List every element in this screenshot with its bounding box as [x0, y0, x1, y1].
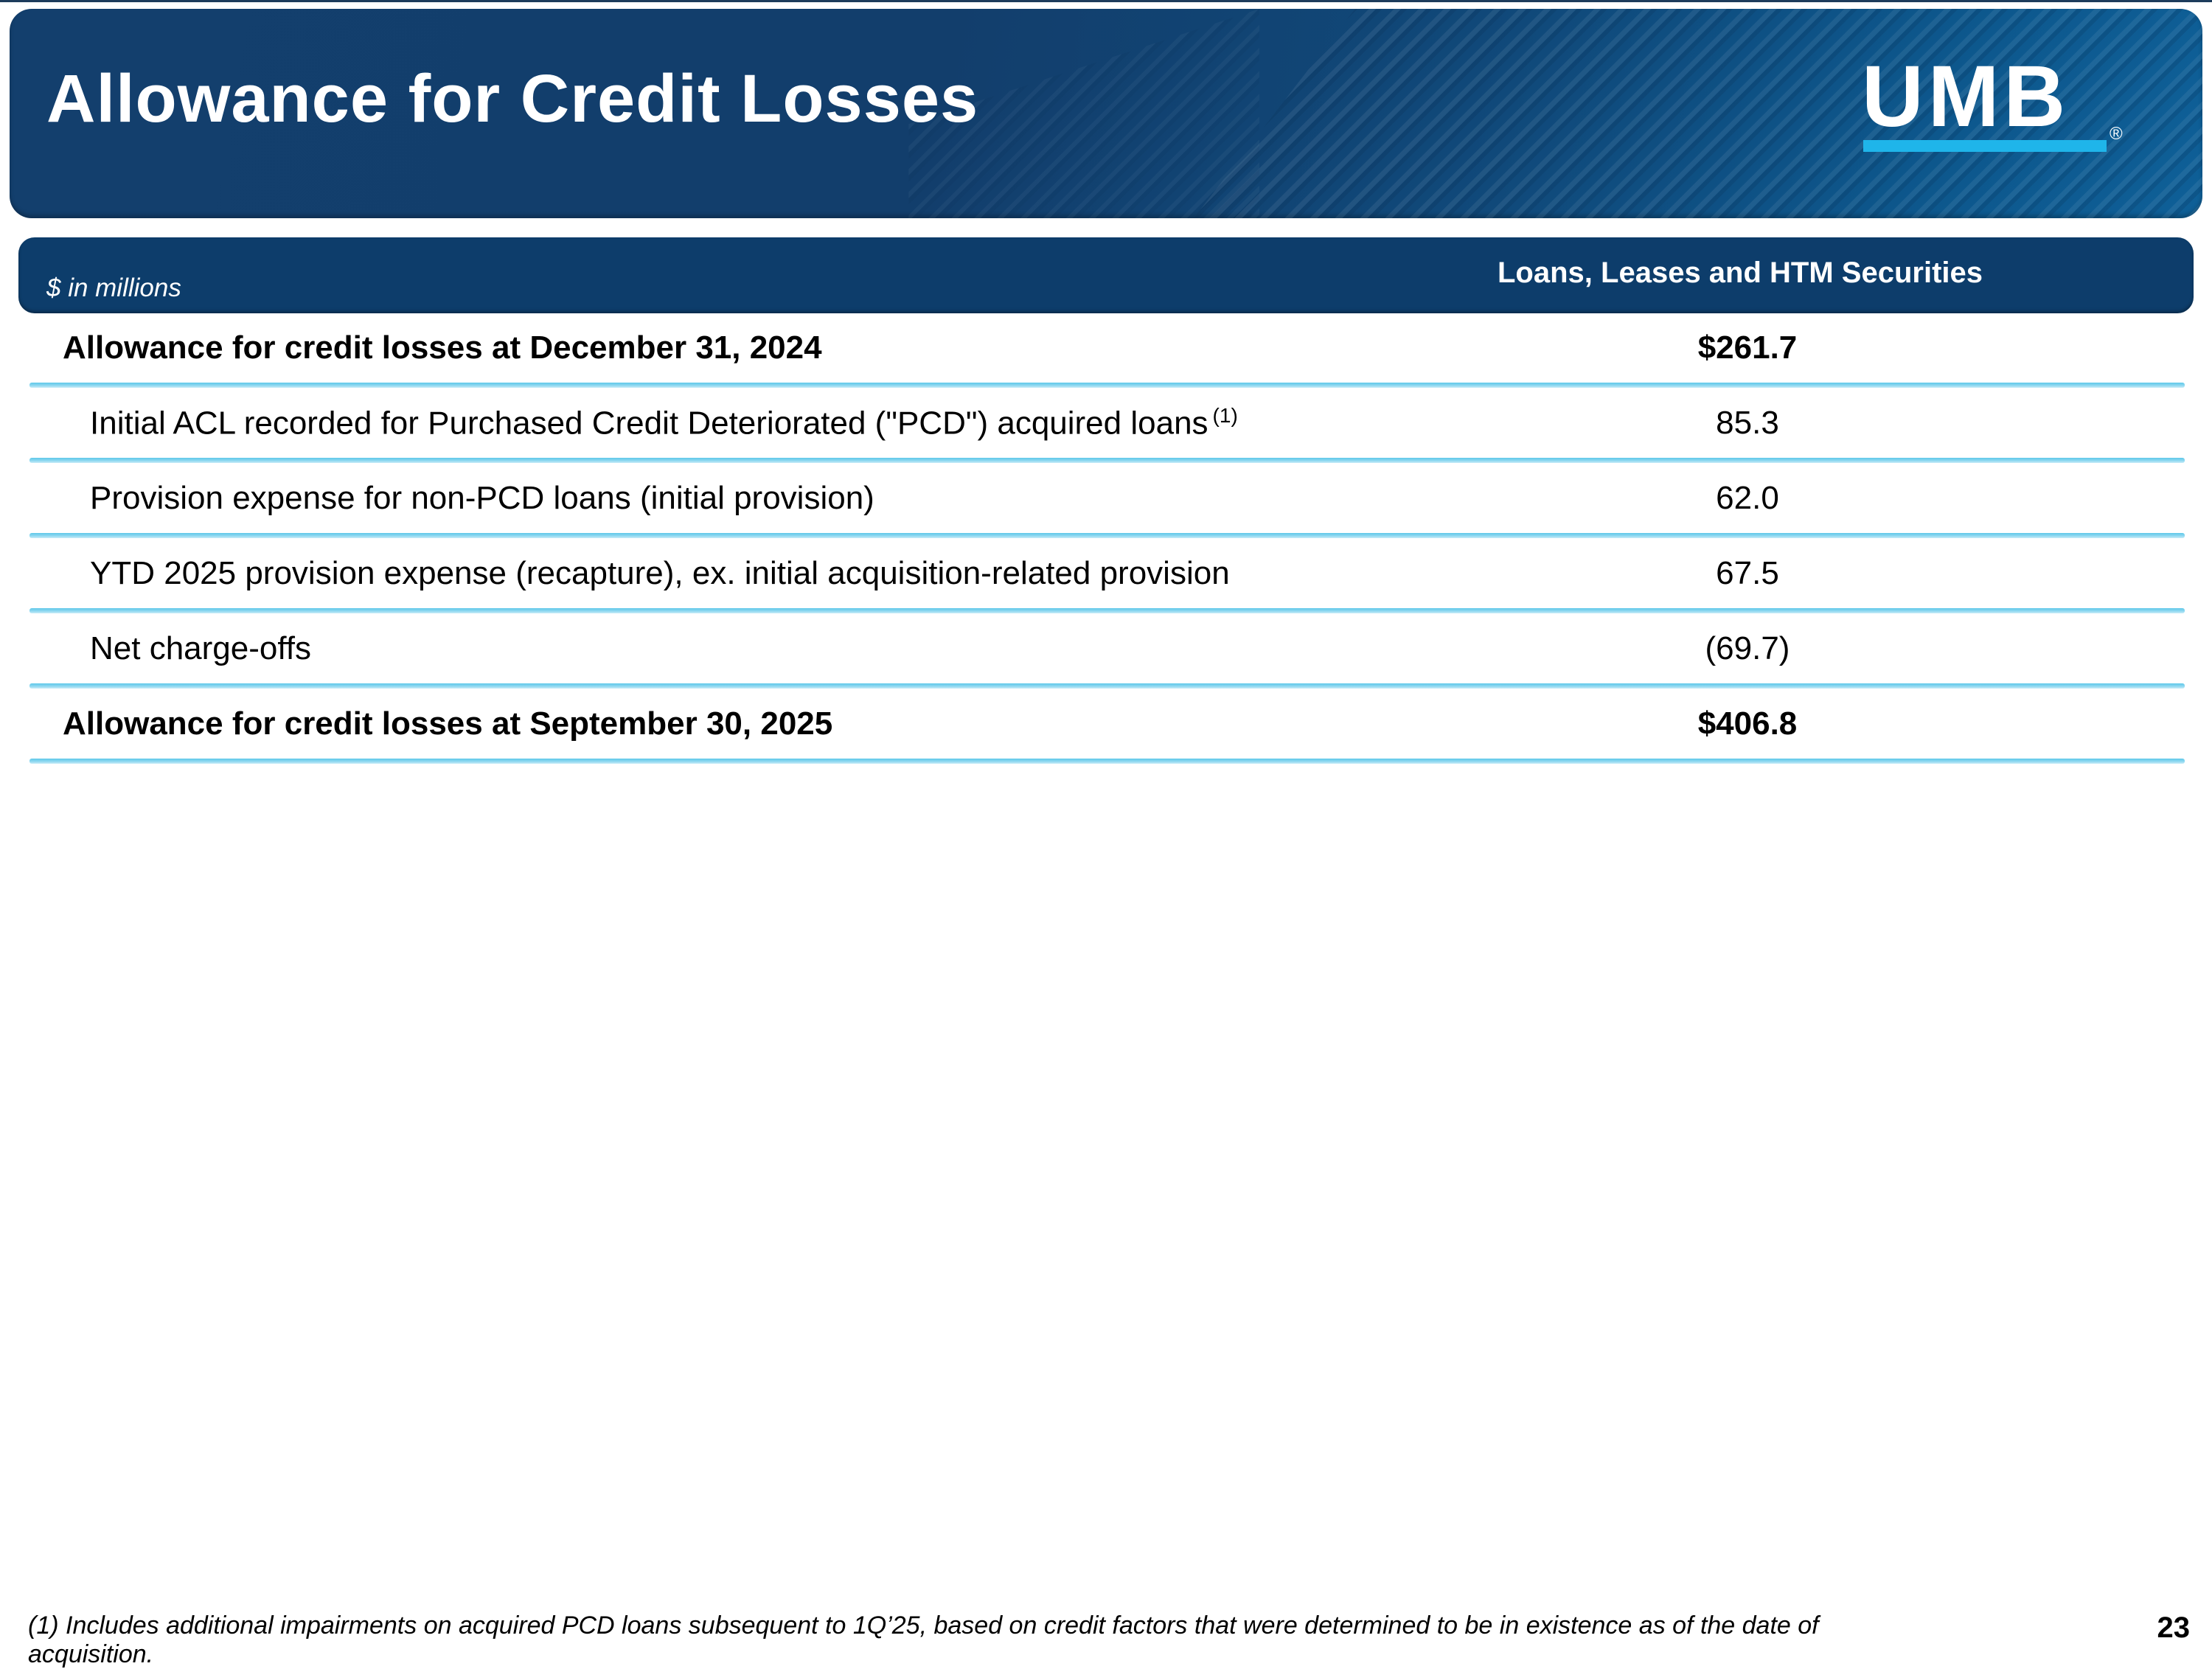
row-label: Allowance for credit losses at September… [63, 705, 833, 742]
table-row: Allowance for credit losses at December … [18, 313, 2194, 383]
table-row: Provision expense for non-PCD loans (ini… [18, 463, 2194, 533]
page-number: 23 [2157, 1611, 2191, 1644]
row-value: 62.0 [1716, 479, 1779, 516]
logo-underline [1863, 140, 2107, 152]
column-header-loans-leases-htm: Loans, Leases and HTM Securities [1498, 257, 1983, 289]
row-separator [29, 759, 2185, 764]
row-value: 85.3 [1716, 404, 1779, 441]
table-header-bar: $ in millions Loans, Leases and HTM Secu… [18, 237, 2194, 313]
umb-logo-text: UMB [1862, 46, 2070, 145]
row-value: (69.7) [1705, 630, 1790, 666]
row-separator [29, 608, 2185, 613]
diagonal-stripe-pattern [1193, 9, 2202, 218]
row-label: Provision expense for non-PCD loans (ini… [90, 479, 874, 516]
table-row: YTD 2025 provision expense (recapture), … [18, 538, 2194, 608]
row-label: YTD 2025 provision expense (recapture), … [90, 554, 1230, 591]
umb-logo: UMB ® [1862, 46, 2127, 152]
row-label: Net charge-offs [90, 630, 312, 666]
row-label: Allowance for credit losses at December … [63, 329, 822, 366]
table-row: Net charge-offs (69.7) [18, 613, 2194, 683]
row-value: 67.5 [1716, 554, 1779, 591]
footnote-reference: (1) [1212, 403, 1238, 427]
row-value: $261.7 [1697, 329, 1798, 366]
page-title: Allowance for Credit Losses [46, 61, 979, 136]
table-row: Initial ACL recorded for Purchased Credi… [18, 388, 2194, 458]
footnote: (1) Includes additional impairments on a… [28, 1611, 1819, 1668]
row-separator [29, 458, 2185, 463]
title-banner: Allowance for Credit Losses UMB ® [10, 9, 2202, 218]
row-separator [29, 533, 2185, 538]
row-separator [29, 383, 2185, 388]
row-separator [29, 683, 2185, 689]
table-row: Allowance for credit losses at September… [18, 689, 2194, 759]
acl-rollforward-table: Allowance for credit losses at December … [18, 313, 2194, 764]
row-label: Initial ACL recorded for Purchased Credi… [90, 405, 1208, 442]
units-note: $ in millions [46, 273, 181, 302]
slide-top-border [0, 0, 2212, 2]
row-value: $406.8 [1697, 705, 1798, 742]
registered-trademark-icon: ® [2110, 124, 2123, 144]
